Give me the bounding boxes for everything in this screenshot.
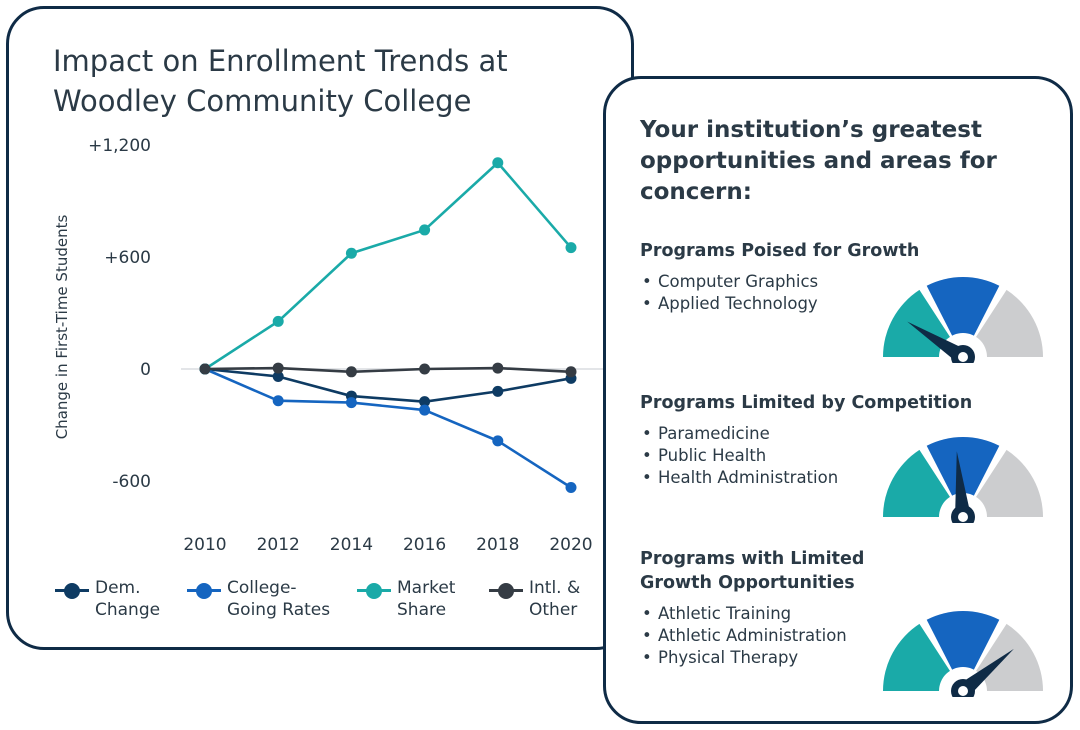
x-tick-label: 2016 (403, 535, 446, 555)
y-tick-label: +600 (104, 248, 151, 268)
legend-label: Intl. & Other (529, 578, 581, 620)
gauge-segment (963, 449, 1043, 517)
legend-swatch-icon (489, 581, 523, 601)
data-point (199, 363, 211, 375)
data-point (345, 247, 357, 259)
section-title: Programs with Limited Growth Opportuniti… (640, 549, 865, 593)
list-item: • Applied Technology (642, 294, 818, 313)
opportunities-card: Your institution’s greatest opportunitie… (603, 76, 1073, 724)
section-competition: Programs Limited by Competition • Paramed… (640, 391, 1060, 489)
list-item: • Physical Therapy (642, 648, 799, 667)
y-tick-label: 0 (140, 360, 151, 380)
gauge-hub-center (958, 686, 968, 696)
chart-title: Impact on Enrollment Trends at Woodley C… (53, 44, 508, 118)
bullet-icon: • (642, 648, 652, 667)
list-item: • Athletic Administration (642, 626, 847, 645)
gauge-segment (926, 611, 1000, 691)
legend-label: Market Share (397, 578, 456, 620)
bullet-icon: • (642, 604, 652, 623)
series-line-1 (204, 367, 572, 489)
list-item: • Computer Graphics (642, 272, 819, 291)
series-line-2 (204, 161, 572, 371)
data-point (492, 157, 504, 169)
x-tick-label: 2018 (476, 535, 519, 555)
gauge-hub-center (958, 512, 968, 522)
legend-item: College- Going Rates (187, 577, 330, 621)
bullet-icon: • (642, 294, 652, 313)
data-point (272, 395, 284, 407)
line-chart: Change in First-Time Students +1,200 +600 0… (53, 136, 609, 555)
data-point (565, 366, 577, 378)
legend-label: Dem. Change (95, 578, 161, 620)
gauge-limited-growth (883, 611, 1043, 697)
program-list: • Athletic Training • Athletic Administrat… (640, 603, 1060, 669)
list-item: • Health Administration (642, 468, 839, 487)
gauge-hub-center (958, 352, 968, 362)
data-point (419, 363, 431, 375)
gauge-segment (926, 437, 1000, 517)
legend-swatch-icon (357, 581, 391, 601)
bullet-icon: • (642, 468, 652, 487)
bullet-icon: • (642, 424, 652, 443)
section-growth: Programs Poised for Growth • Computer Gra… (640, 239, 1060, 315)
section-limited-growth: Programs with Limited Growth Opportuniti… (640, 547, 1060, 669)
data-point (492, 435, 504, 447)
series-line-3 (204, 366, 572, 374)
x-tick-label: 2014 (330, 535, 373, 555)
gauge-competition (883, 437, 1043, 523)
data-point (565, 242, 577, 254)
legend-label: College- Going Rates (227, 578, 331, 620)
data-point (492, 385, 504, 397)
data-point (419, 396, 431, 408)
bullet-icon: • (642, 272, 652, 291)
program-list: • Computer Graphics • Applied Technology (640, 271, 1060, 315)
enrollment-chart-card: Impact on Enrollment Trends at Woodley C… (6, 6, 634, 650)
data-point (272, 315, 284, 327)
legend-item: Market Share (357, 577, 455, 621)
bullet-icon: • (642, 626, 652, 645)
program-list: • Paramedicine • Public Health • Health Adm… (640, 423, 1060, 489)
gauge-segment (883, 449, 963, 517)
x-tick-label: 2020 (549, 535, 592, 555)
legend-item: Dem. Change (55, 577, 160, 621)
x-tick-label: 2010 (183, 535, 226, 555)
bullet-icon: • (642, 446, 652, 465)
data-point (345, 366, 357, 378)
data-point (492, 362, 504, 374)
list-item: • Paramedicine (642, 424, 770, 443)
series-line-0 (204, 367, 572, 403)
data-point (272, 370, 284, 382)
list-item: • Public Health (642, 446, 767, 465)
data-point (345, 397, 357, 409)
x-tick-label: 2012 (257, 535, 300, 555)
gauge-growth (883, 277, 1043, 363)
data-point (419, 224, 431, 236)
section-title: Programs Limited by Competition (640, 393, 973, 413)
data-point (565, 482, 577, 494)
legend-swatch-icon (55, 581, 89, 601)
legend-swatch-icon (187, 581, 221, 601)
data-point (272, 362, 284, 374)
list-item: • Athletic Training (642, 604, 792, 623)
section-title: Programs Poised for Growth (640, 241, 920, 261)
y-tick-label: +1,200 (88, 136, 151, 156)
legend-item: Intl. & Other (489, 577, 580, 621)
y-axis-label: Change in First-Time Students (53, 215, 71, 440)
gauge-segment (883, 623, 963, 691)
gauge-segment (963, 289, 1043, 357)
gauge-needle-icon (955, 451, 971, 518)
y-tick-label: -600 (112, 472, 151, 492)
data-point (419, 404, 431, 416)
opportunities-heading: Your institution’s greatest opportunitie… (640, 117, 997, 205)
gauge-segment (926, 277, 1000, 357)
